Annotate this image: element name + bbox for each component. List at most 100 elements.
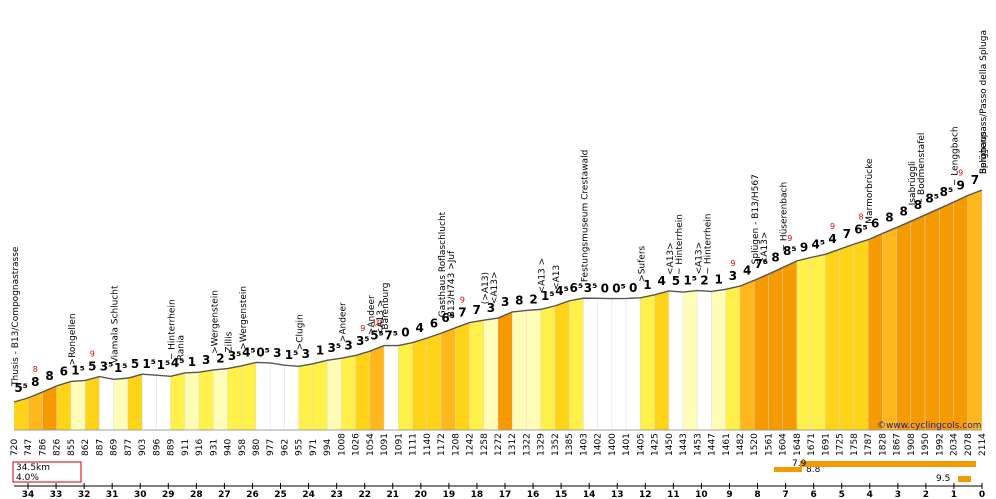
elevation-label: 826	[53, 439, 63, 456]
elevation-label: 1403	[579, 433, 589, 456]
distance-tick-label: 28	[190, 490, 203, 499]
distance-tick-label: 7	[782, 490, 788, 499]
elevation-label: 971	[309, 439, 319, 456]
elevation-label: 1402	[594, 433, 604, 456]
gradient-label: 6	[60, 364, 68, 378]
gradient-label: 6⁵	[854, 223, 868, 237]
place-label: <A13	[552, 265, 562, 290]
elevation-label: 1091	[380, 433, 390, 456]
profile-segment	[483, 317, 499, 431]
profile-segment	[497, 311, 513, 431]
gradient-label: 5⁵	[370, 329, 384, 343]
elevation-label: 1561	[764, 433, 774, 456]
elevation-label: 1992	[935, 433, 945, 456]
elevation-label: 1312	[508, 433, 518, 456]
elevation-labels: 720 747 786 826 855 862 887 869 877 903 896 889 911 9…	[10, 433, 988, 456]
profile-segment	[967, 189, 983, 431]
gradient-label: 1	[316, 343, 324, 357]
distance-tick-label: 29	[162, 490, 175, 499]
max-gradient-label: 8	[858, 213, 863, 222]
gradient-label: 6	[871, 216, 879, 230]
gradient-label: 4	[658, 274, 666, 288]
elevation-label: 911	[181, 439, 191, 456]
distance-tick-label: 32	[78, 490, 91, 499]
gradient-label: 6⁵	[569, 281, 583, 295]
gradient-label: 0⁵	[256, 345, 270, 359]
gradient-label: 1	[188, 355, 196, 369]
place-label: ~ Hüserenbach	[780, 182, 790, 252]
elevation-label: 1054	[366, 433, 376, 456]
steepest-label-1: 8.8	[806, 465, 821, 475]
distance-tick-label: 2	[923, 490, 929, 499]
profile-segment	[939, 201, 954, 431]
elevation-label: 1725	[836, 433, 846, 456]
profile-segment	[583, 297, 598, 431]
profile-segment	[355, 350, 371, 431]
elevation-label: 958	[238, 439, 248, 456]
profile-segment	[198, 369, 214, 431]
gradient-label: 8	[45, 369, 53, 383]
gradient-label: 1⁵	[683, 274, 697, 288]
elevation-label: 2078	[964, 433, 974, 456]
gradient-label: 4	[828, 232, 836, 246]
profile-segment	[554, 300, 570, 431]
profile-segment	[896, 221, 912, 431]
gradient-label: 7	[472, 303, 480, 317]
profile-segment	[298, 363, 314, 431]
steepest-bar-2	[800, 461, 976, 467]
gradient-label: 7⁵	[384, 329, 398, 343]
profile-segment	[640, 294, 655, 431]
place-label: <A13 >	[538, 258, 548, 294]
gradient-label: 4⁵	[242, 345, 256, 359]
distance-tick-label: 24	[302, 490, 315, 499]
place-label: B13/H743 >Juf	[447, 250, 457, 317]
distance-tick-label: 0	[979, 490, 985, 499]
distance-tick-label: 31	[106, 490, 119, 499]
profile-segment	[867, 233, 883, 431]
distance-tick-label: 4	[867, 490, 873, 499]
profile-segment	[682, 290, 698, 431]
summary-box	[12, 461, 82, 483]
gradient-label: 8	[771, 251, 779, 265]
gradient-label: 0	[401, 326, 409, 340]
profile-segment	[568, 297, 584, 431]
profile-segment	[739, 280, 755, 431]
elevation-label: 1828	[878, 433, 888, 456]
distance-tick-label: 5	[839, 490, 845, 499]
elevation-label: 1322	[522, 433, 532, 456]
elevation-label: 1908	[907, 433, 917, 456]
gradient-label: 8	[914, 198, 922, 212]
profile-segment	[953, 195, 968, 431]
profile-segment	[455, 322, 470, 431]
gradient-label: 6⁵	[441, 311, 455, 325]
place-label: ~ Bodmenstafel	[917, 133, 927, 206]
elevation-label: 887	[95, 439, 105, 456]
elevation-label: 1691	[821, 433, 831, 456]
distance-tick-label: 19	[443, 490, 456, 499]
profile-segment	[768, 267, 783, 431]
elevation-label: 1425	[651, 433, 661, 456]
gradient-label: 4⁵	[811, 237, 825, 251]
gradient-label: 3	[729, 269, 737, 283]
profile-segment	[312, 360, 328, 431]
gradient-label: 3	[501, 295, 509, 309]
gradient-label: 4	[416, 321, 424, 335]
elevation-label: 786	[38, 439, 48, 456]
gradient-label: 1⁵	[541, 289, 555, 303]
profile-segment	[42, 385, 57, 431]
gradient-label: 1⁵	[114, 361, 128, 375]
gradient-label: 1⁵	[142, 357, 156, 371]
place-labels: Thusis - B13/Compognastrasse >Rongellen Vi…	[11, 30, 989, 387]
gradient-label: 3	[202, 353, 210, 367]
elevation-label: 896	[152, 439, 162, 456]
profile-segment	[825, 248, 840, 431]
gradient-label: 0⁵	[612, 281, 626, 295]
elevation-label: 1401	[622, 433, 632, 456]
gradient-label: 8	[515, 293, 523, 307]
profile-segment	[426, 332, 442, 431]
elevation-label: 1208	[451, 433, 461, 456]
distance-tick-label: 13	[611, 490, 624, 499]
profile-segment	[654, 290, 670, 431]
elevation-label: 889	[167, 439, 177, 456]
gradient-label: 8⁵	[925, 192, 939, 206]
